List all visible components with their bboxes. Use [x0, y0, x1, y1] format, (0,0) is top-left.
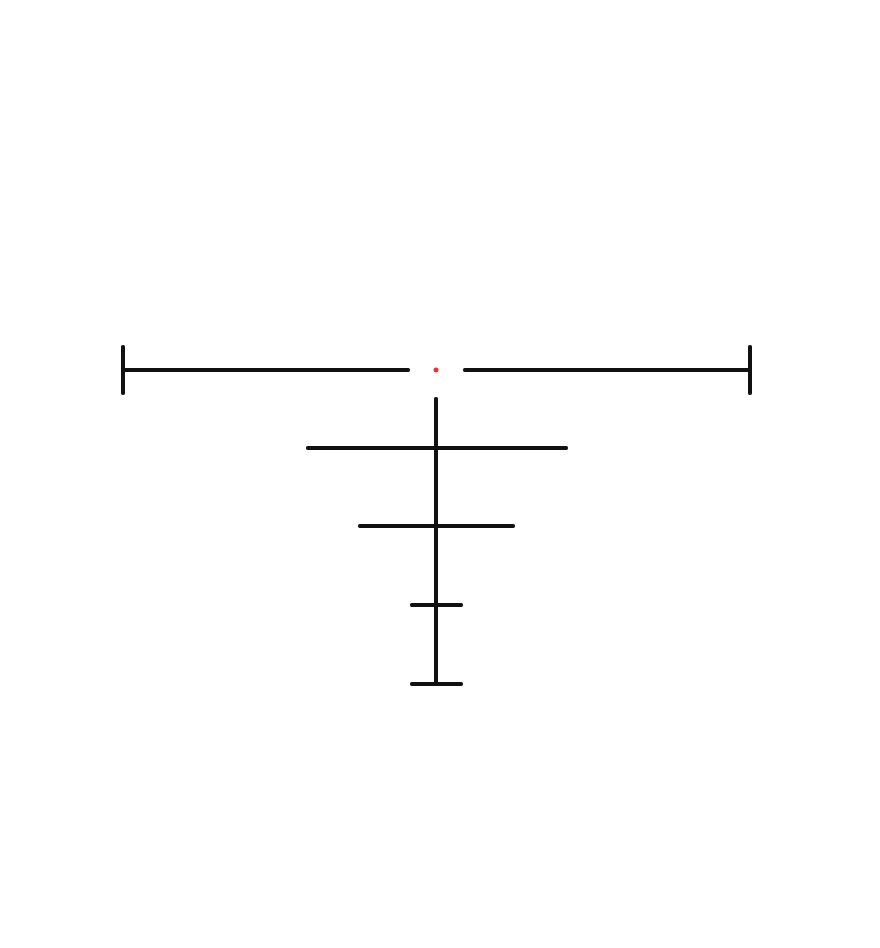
- center-dot: [433, 367, 439, 373]
- reticle: [121, 345, 752, 686]
